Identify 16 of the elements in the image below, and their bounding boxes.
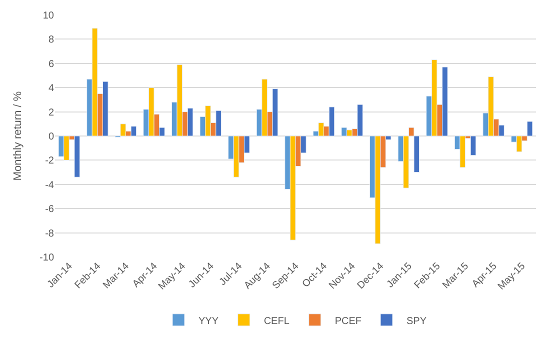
y-tick-label: 4	[48, 83, 54, 94]
y-tick-label: -4	[45, 180, 54, 191]
y-tick-label: -6	[45, 204, 54, 216]
y-tick-label: 2	[48, 107, 54, 118]
y-tick-label: 10	[42, 10, 54, 22]
y-tick-label: 6	[48, 58, 54, 70]
y-tick-label: -8	[45, 228, 54, 240]
legend-label: YYY	[198, 316, 219, 327]
y-tick-label: 0	[48, 132, 54, 142]
y-tick-label: -10	[40, 252, 54, 264]
y-axis-title: Monthly return / %	[12, 91, 24, 181]
y-tick-label: 8	[48, 34, 54, 46]
legend-label: PCEF	[334, 316, 362, 327]
y-tick-label: -2	[45, 156, 54, 167]
legend-label: SPY	[406, 316, 427, 327]
legend-label: CEFL	[264, 316, 290, 327]
